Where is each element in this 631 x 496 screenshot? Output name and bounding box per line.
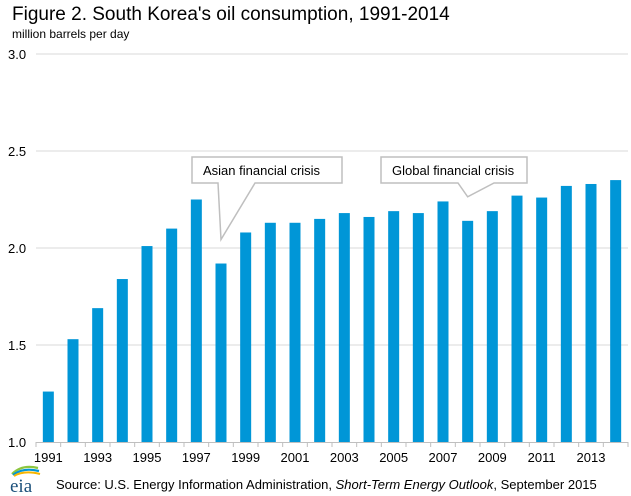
annotation-callout <box>380 156 528 198</box>
bar-1993 <box>92 308 104 442</box>
x-tick-label: 2005 <box>379 450 408 465</box>
bar-2009 <box>486 211 498 442</box>
x-tick-label: 1993 <box>83 450 112 465</box>
y-tick-label: 2.0 <box>8 241 26 256</box>
eia-logo-icon: eia <box>10 465 41 494</box>
x-tick-label: 1999 <box>231 450 260 465</box>
bar-2003 <box>338 213 350 442</box>
x-tick-label: 2009 <box>478 450 507 465</box>
source-suffix: , September 2015 <box>493 477 597 492</box>
bar-1991 <box>42 391 54 442</box>
bar-1994 <box>116 279 128 442</box>
x-tick-label: 2003 <box>330 450 359 465</box>
source-prefix: Source: U.S. Energy Information Administ… <box>56 477 336 492</box>
svg-text:eia: eia <box>10 476 33 494</box>
bar-2002 <box>314 218 326 442</box>
bar-1992 <box>67 339 79 442</box>
x-tick-label: 2013 <box>577 450 606 465</box>
x-tick-label: 1995 <box>133 450 162 465</box>
bar-2011 <box>536 197 548 442</box>
annotation-callout <box>191 156 343 243</box>
bar-1996 <box>166 228 178 442</box>
bar-1998 <box>215 263 227 442</box>
chart-title: Figure 2. South Korea's oil consumption,… <box>12 4 450 25</box>
annotation-label: Global financial crisis <box>392 163 515 178</box>
chart-area: 1.0 1.5 2.0 2.5 3.0 1991 1993 1995 1997 1999 2001 2… <box>8 47 629 465</box>
y-axis-unit-label: million barrels per day <box>12 27 130 41</box>
y-tick-label: 2.5 <box>8 144 26 159</box>
bar-2007 <box>437 201 449 442</box>
y-tick-label: 1.5 <box>8 338 26 353</box>
source-note: Source: U.S. Energy Information Administ… <box>56 477 597 492</box>
bar-2004 <box>363 216 375 442</box>
source-publication: Short-Term Energy Outlook <box>335 477 494 492</box>
x-tick-label: 1997 <box>182 450 211 465</box>
bar-2010 <box>511 195 523 442</box>
x-tick-label: 1991 <box>34 450 63 465</box>
x-tick-label: 2007 <box>429 450 458 465</box>
bar-1999 <box>240 232 252 442</box>
bar-2014 <box>610 180 622 442</box>
y-tick-label: 1.0 <box>8 435 26 450</box>
bar-2013 <box>585 183 597 443</box>
bar-2000 <box>264 222 276 442</box>
bar-2012 <box>560 185 572 443</box>
bar-1997 <box>190 199 202 442</box>
bar-1995 <box>141 246 153 442</box>
bar-2008 <box>462 220 474 442</box>
bar-2005 <box>388 211 400 442</box>
bar-2001 <box>289 222 301 442</box>
y-tick-label: 3.0 <box>8 47 26 62</box>
bar-2006 <box>412 213 424 442</box>
annotation-label: Asian financial crisis <box>203 163 321 178</box>
x-tick-label: 2001 <box>281 450 310 465</box>
x-tick-label: 2011 <box>528 450 556 465</box>
